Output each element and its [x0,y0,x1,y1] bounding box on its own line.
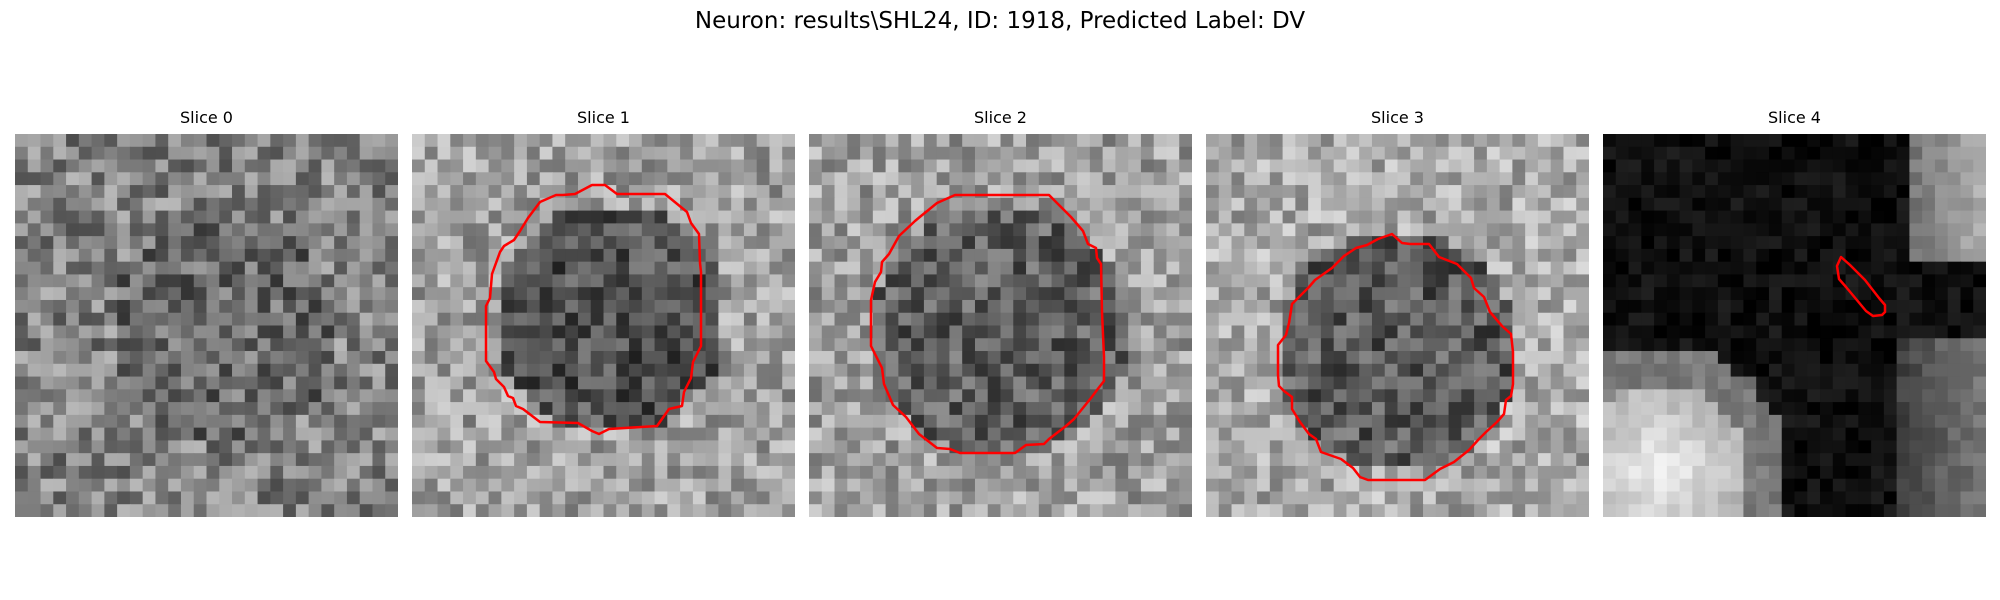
slice-title: Slice 0 [180,108,233,127]
slice-image [1603,134,1986,517]
slice-title: Slice 4 [1768,108,1821,127]
roi-contour [484,183,703,436]
slice-title: Slice 1 [577,108,630,127]
slice-title: Slice 3 [1371,108,1424,127]
figure-title: Neuron: results\SHL24, ID: 1918, Predict… [694,8,1306,34]
roi-contour [1276,232,1515,482]
slice-image [809,134,1192,517]
slice-image [412,134,795,517]
slice-title: Slice 2 [974,108,1027,127]
roi-contour [1835,255,1887,318]
roi-contour [869,193,1106,455]
slice-image [1206,134,1589,517]
slice-image [15,134,398,517]
